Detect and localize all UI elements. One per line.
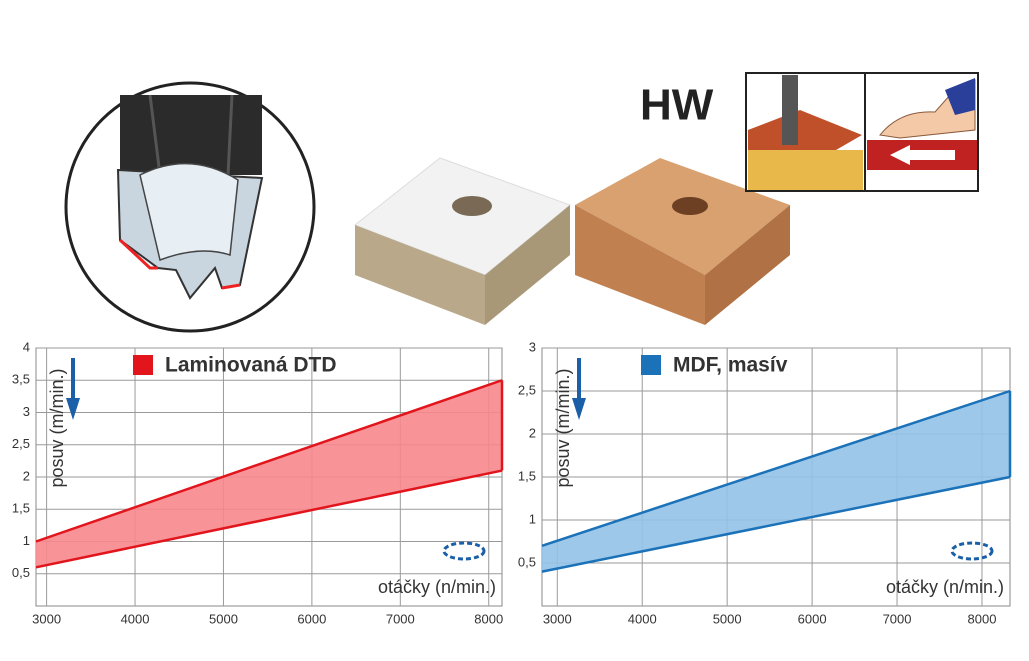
rotation-icon <box>442 541 486 561</box>
x-tick-label: 5000 <box>713 611 742 626</box>
y-tick-label: 4 <box>23 339 30 354</box>
legend-swatch <box>133 355 153 375</box>
x-tick-label: 3000 <box>543 611 572 626</box>
rotation-icon <box>950 541 994 561</box>
x-tick-label: 7000 <box>883 611 912 626</box>
x-tick-label: 6000 <box>297 611 326 626</box>
hw-badge: HW <box>640 81 714 130</box>
y-tick-label: 2 <box>23 468 30 483</box>
y-tick-label: 1,5 <box>518 468 536 483</box>
upper-line <box>541 389 1011 547</box>
y-tick-label: 1,5 <box>12 501 30 516</box>
y-tick-label: 2 <box>529 425 536 440</box>
y-axis-label: posuv (m/min.) <box>553 368 573 487</box>
drill-illustration <box>64 81 316 333</box>
upper-line <box>35 379 503 543</box>
y-tick-label: 3,5 <box>12 372 30 387</box>
y-tick-label: 1 <box>23 533 30 548</box>
x-tick-label: 5000 <box>209 611 238 626</box>
lower-line <box>541 475 1011 573</box>
x-tick-label: 6000 <box>798 611 827 626</box>
y-tick-label: 1 <box>529 511 536 526</box>
x-tick-label: 4000 <box>628 611 657 626</box>
lower-line <box>35 469 503 569</box>
legend-label: MDF, masív <box>673 354 788 377</box>
legend-swatch <box>641 355 661 375</box>
usage-pictogram <box>745 72 979 192</box>
y-tick-label: 3 <box>23 404 30 419</box>
range-band <box>36 380 502 568</box>
feed-arrowhead <box>66 398 80 420</box>
feed-arrowhead <box>572 398 586 420</box>
legend-label: Laminovaná DTD <box>165 354 337 377</box>
x-axis-label: otáčky (n/min.) <box>378 577 496 597</box>
y-tick-label: 0,5 <box>518 554 536 569</box>
x-tick-label: 8000 <box>474 611 503 626</box>
x-tick-label: 8000 <box>968 611 997 626</box>
range-band <box>542 391 1010 572</box>
x-tick-label: 7000 <box>386 611 415 626</box>
y-tick-label: 0,5 <box>12 565 30 580</box>
y-axis-label: posuv (m/min.) <box>47 368 67 487</box>
y-tick-label: 2,5 <box>518 382 536 397</box>
material-blocks <box>354 157 790 325</box>
x-tick-label: 3000 <box>32 611 61 626</box>
x-axis-label: otáčky (n/min.) <box>886 577 1004 597</box>
x-tick-label: 4000 <box>121 611 150 626</box>
y-tick-label: 3 <box>529 339 536 354</box>
chart: 0,5 1 1,5 2 2,5 3 3,5 4 3000 4000 5000 6000 7000 8000… <box>12 339 504 626</box>
chart: 0,5 1 1,5 2 2,5 3 3000 4000 5000 6000 7000 8000 MDF,… <box>518 339 1012 626</box>
y-tick-label: 2,5 <box>12 436 30 451</box>
